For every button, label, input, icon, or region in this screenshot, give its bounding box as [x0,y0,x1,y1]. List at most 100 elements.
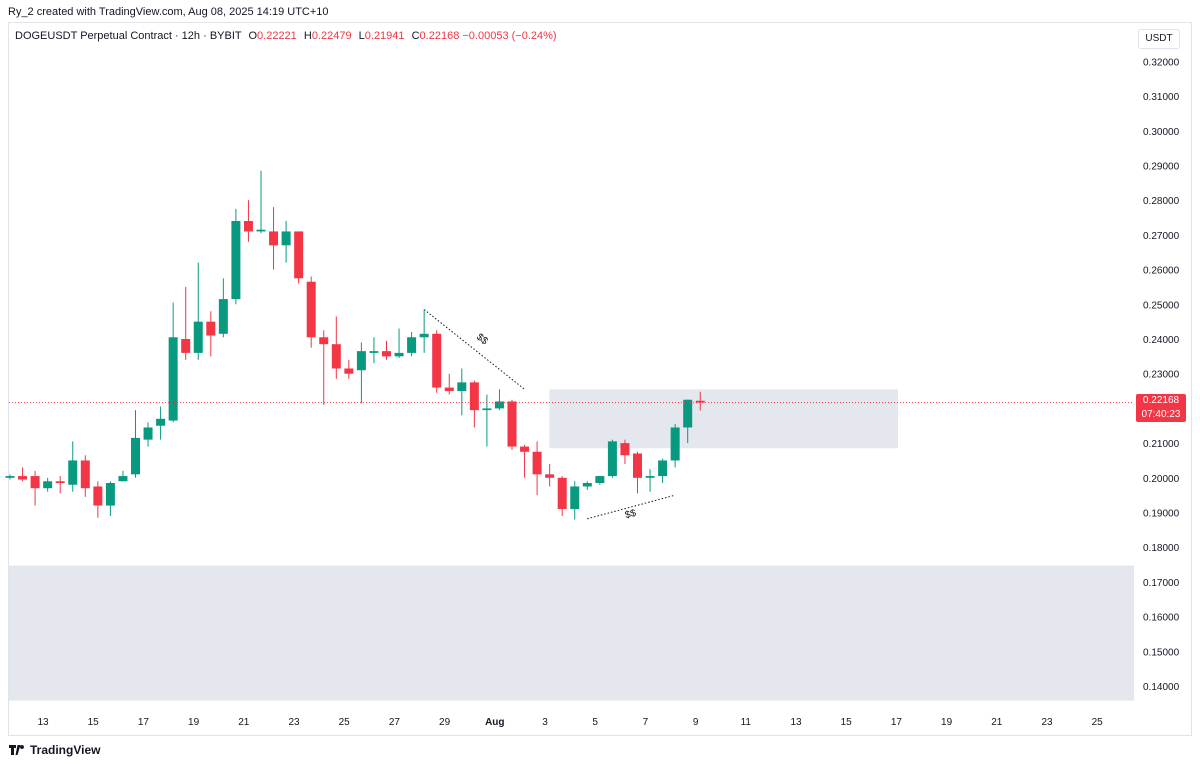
time-axis: 13 15 17 19 21 23 25 27 29 Aug 3 5 7 9 11 13 15 17 19 21 23 2… [37,717,1103,728]
candle [532,441,542,496]
x-tick-label: 13 [37,717,49,728]
candle-body [419,333,429,338]
x-tick-label: 17 [138,717,150,728]
candle-body [68,460,78,485]
y-tick-label: 0.21000 [1143,439,1180,450]
liquidity-label: $$ [624,508,638,522]
candles-layer [5,170,705,520]
close-value: 0.22168 [419,30,460,42]
last-price-value: 0.22168 [1142,395,1180,406]
candle [131,410,140,478]
candle-body [80,460,90,489]
candle [344,359,354,379]
y-tick-label: 0.14000 [1143,682,1180,693]
x-tick-label: 19 [188,717,200,728]
open-value: 0.22221 [257,30,297,42]
candle [595,476,605,485]
currency-button[interactable]: USDT [1138,29,1180,49]
candle-body [545,474,555,478]
x-tick-label: 15 [841,717,853,728]
candle-body [243,221,253,232]
candle [105,481,115,516]
open-label: O [248,30,258,42]
candle-body [683,399,693,428]
ohlc-legend: DOGEUSDT Perpetual Contract · 12h · BYBI… [15,30,557,42]
x-tick-label: 13 [790,717,802,728]
tradingview-logo-icon [9,745,25,755]
candle [658,458,668,484]
candle [369,337,379,364]
candle [331,316,341,379]
candle [356,342,366,404]
candle [394,328,404,359]
y-tick-label: 0.19000 [1143,509,1180,520]
candle-body [457,382,467,392]
candle-body [532,451,542,475]
candle-body [218,299,228,334]
x-tick-label: 15 [88,717,100,728]
candle-body [5,476,15,478]
low-value: 0.21941 [364,30,405,42]
bar-countdown: 07:40:23 [1141,409,1181,420]
high-label: H [303,30,312,42]
y-tick-label: 0.31000 [1143,92,1180,103]
candle-body [507,401,517,447]
y-tick-label: 0.29000 [1143,162,1180,173]
y-tick-label: 0.32000 [1143,57,1180,68]
candle-body [382,351,391,357]
dotted-liquidity-line [423,309,525,390]
candle [444,373,454,395]
candle-body [156,418,166,426]
x-tick-label: 19 [941,717,953,728]
candle [432,330,442,393]
liquidity-label: $$ [474,332,490,348]
x-tick-label: 25 [339,717,351,728]
high-value: 0.22479 [311,30,352,42]
candle [469,380,479,428]
candle-body [319,337,329,345]
candle [695,391,705,411]
y-tick-label: 0.18000 [1143,543,1180,554]
y-tick-label: 0.26000 [1143,266,1180,277]
candle [419,309,429,353]
candle [281,221,291,263]
x-tick-label: 7 [643,717,649,728]
candle-body [607,441,617,477]
candle [570,481,580,520]
candle-body [269,231,279,246]
y-tick-label: 0.30000 [1143,127,1180,138]
candle-body [670,427,680,461]
candle [118,470,128,482]
chart-frame [8,22,1192,736]
candle-body [231,221,241,300]
candle [645,469,655,492]
y-tick-label: 0.28000 [1143,196,1180,207]
candle [607,439,617,478]
y-tick-label: 0.15000 [1143,647,1180,658]
candle-body [369,351,379,353]
candle [30,470,40,506]
candle [143,422,153,447]
symbol-title: DOGEUSDT Perpetual Contract · 12h · BYBI… [15,30,242,42]
candle [683,399,693,444]
candle-body [55,481,65,484]
candle-body [557,477,567,510]
candle-body [294,231,304,279]
last-price-tag: 0.22168 07:40:23 [1136,394,1186,422]
candle [382,340,391,360]
candle-body [93,486,103,506]
candle [306,276,316,348]
x-tick-label: 3 [542,717,548,728]
candle [193,262,203,360]
x-tick-label: 11 [741,717,752,728]
zones-layer [9,389,1134,701]
candle [206,311,216,357]
candle-body [281,231,291,246]
candle [181,286,191,360]
tradingview-logo[interactable]: TradingView [9,743,100,757]
candle-body [256,229,266,232]
x-tick-label: 23 [288,717,300,728]
close-label: C [411,30,420,42]
candle-body [620,443,630,456]
